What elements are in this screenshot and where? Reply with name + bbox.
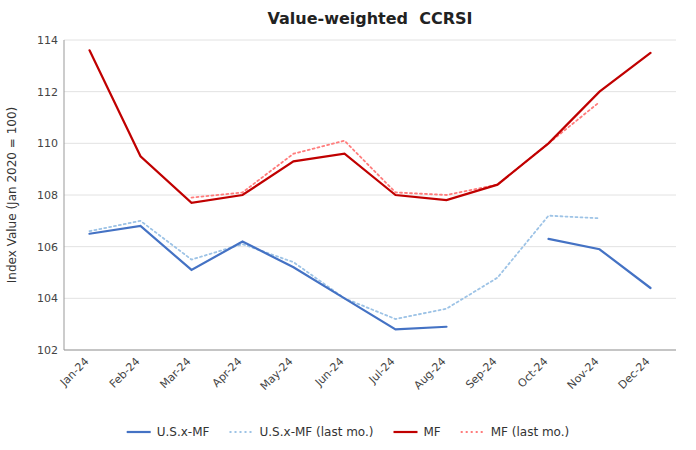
x-tick-label: Aug-24 (412, 355, 449, 392)
legend-swatch (127, 431, 151, 433)
grid-line (64, 350, 676, 351)
x-tick-label: Jun-24 (312, 355, 347, 390)
x-tick-label: May-24 (258, 355, 296, 393)
y-tick-label: 108 (37, 189, 58, 202)
legend-item: MF (last mo.) (461, 425, 570, 439)
x-tick-label: Mar-24 (158, 355, 194, 391)
x-tick-label: Sep-24 (463, 355, 500, 392)
y-tick-label: 110 (37, 137, 58, 150)
series-line (90, 216, 600, 319)
chart: Value-weighted CCRSI 102 104 106 108 110 112 11… (0, 0, 696, 450)
legend-item: MF (394, 425, 441, 439)
y-tick-label: 106 (37, 241, 58, 254)
grid-line (64, 143, 676, 144)
legend-label: MF (last mo.) (491, 425, 570, 439)
grid-line (64, 298, 676, 299)
legend-item: U.S.x-MF (last mo.) (230, 425, 374, 439)
series-line (192, 102, 600, 198)
grid-line (64, 91, 676, 92)
y-axis-line (64, 40, 65, 350)
legend-swatch (230, 431, 254, 433)
title: Value-weighted CCRSI (267, 9, 472, 28)
x-tick-label: Dec-24 (616, 355, 653, 392)
legend-label: U.S.x-MF (157, 425, 210, 439)
y-tick-label: 112 (37, 86, 58, 99)
x-axis-line (64, 350, 676, 351)
legend-label: MF (424, 425, 441, 439)
grid-line (64, 195, 676, 196)
grid (64, 40, 676, 350)
y-tick-label: 114 (37, 34, 58, 47)
x-tick-label: Apr-24 (210, 355, 245, 390)
x-tick-label: Oct-24 (515, 355, 550, 390)
legend-label: U.S.x-MF (last mo.) (260, 425, 374, 439)
y-axis-label: Index Value (Jan 2020 = 100) (5, 107, 19, 283)
legend: U.S.x-MF U.S.x-MF (last mo.) MF MF (last mo… (127, 425, 570, 439)
plot-area (90, 50, 651, 329)
grid-line (64, 40, 676, 41)
series-line (90, 226, 651, 329)
series-line (90, 50, 651, 202)
y-tick-label: 102 (37, 344, 58, 357)
x-tick-label: Feb-24 (107, 355, 143, 391)
x-tick-label: Jan-24 (57, 355, 92, 390)
y-tick-label: 104 (37, 292, 58, 305)
x-tick-label: Nov-24 (565, 355, 602, 392)
x-tick-label: Jul-24 (366, 355, 398, 387)
legend-swatch (394, 431, 418, 433)
legend-swatch (461, 431, 485, 433)
legend-item: U.S.x-MF (127, 425, 210, 439)
